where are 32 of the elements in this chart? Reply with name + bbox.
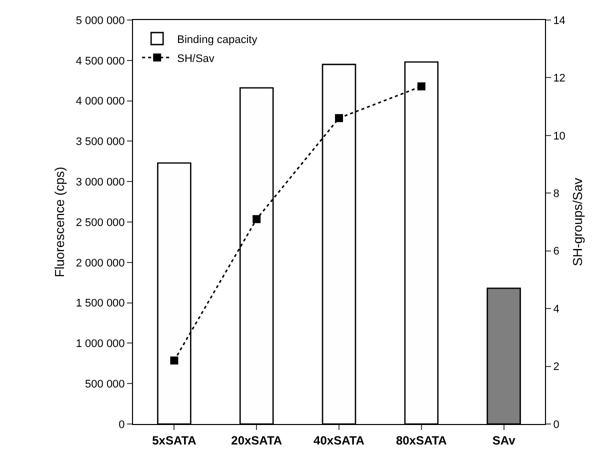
- y2-tick-label: 8: [553, 188, 560, 200]
- y2-tick-label: 6: [553, 246, 560, 258]
- y2-tick-label: 14: [553, 14, 566, 27]
- y-tick-label: 500 000: [85, 378, 125, 390]
- y-tick-label: 3 000 000: [76, 176, 125, 188]
- point: [417, 82, 426, 90]
- point: [170, 356, 178, 365]
- y2-axis-title: SH-groups/Sav: [570, 177, 586, 266]
- x-tick-label: SAv: [492, 433, 516, 448]
- y-tick-label: 1 500 000: [76, 298, 125, 310]
- x-tick-label: 40xSATA: [314, 433, 365, 448]
- y2-tick-label: 0: [553, 418, 560, 431]
- y-tick-label: 3 500 000: [76, 136, 125, 148]
- y-tick-label: 4 000 000: [76, 96, 125, 108]
- y-tick-label: 1 000 000: [76, 338, 125, 350]
- y-axis-title: Fluorescence (cps): [52, 166, 67, 278]
- point: [252, 215, 261, 224]
- y-tick-label: 2 000 000: [76, 257, 125, 270]
- legend-label: Binding capacity: [177, 34, 258, 46]
- y-tick-label: 2 500 000: [76, 216, 125, 229]
- y2-tick-label: 12: [553, 72, 566, 85]
- point: [335, 114, 343, 122]
- y2-tick-label: 10: [553, 130, 566, 142]
- y2-tick-label: 2: [553, 361, 560, 374]
- y-tick-label: 4 500 000: [76, 55, 125, 68]
- x-tick-label: 80xSATA: [396, 433, 448, 448]
- y2-tick-label: 4: [553, 303, 560, 316]
- x-tick-label: 5xSATA: [152, 433, 197, 448]
- x-tick-label: 20xSATA: [231, 433, 282, 448]
- y-tick-label: 0: [118, 418, 125, 431]
- y-tick-label: 5 000 000: [76, 14, 125, 27]
- legend-label: SH/Sav: [177, 52, 215, 65]
